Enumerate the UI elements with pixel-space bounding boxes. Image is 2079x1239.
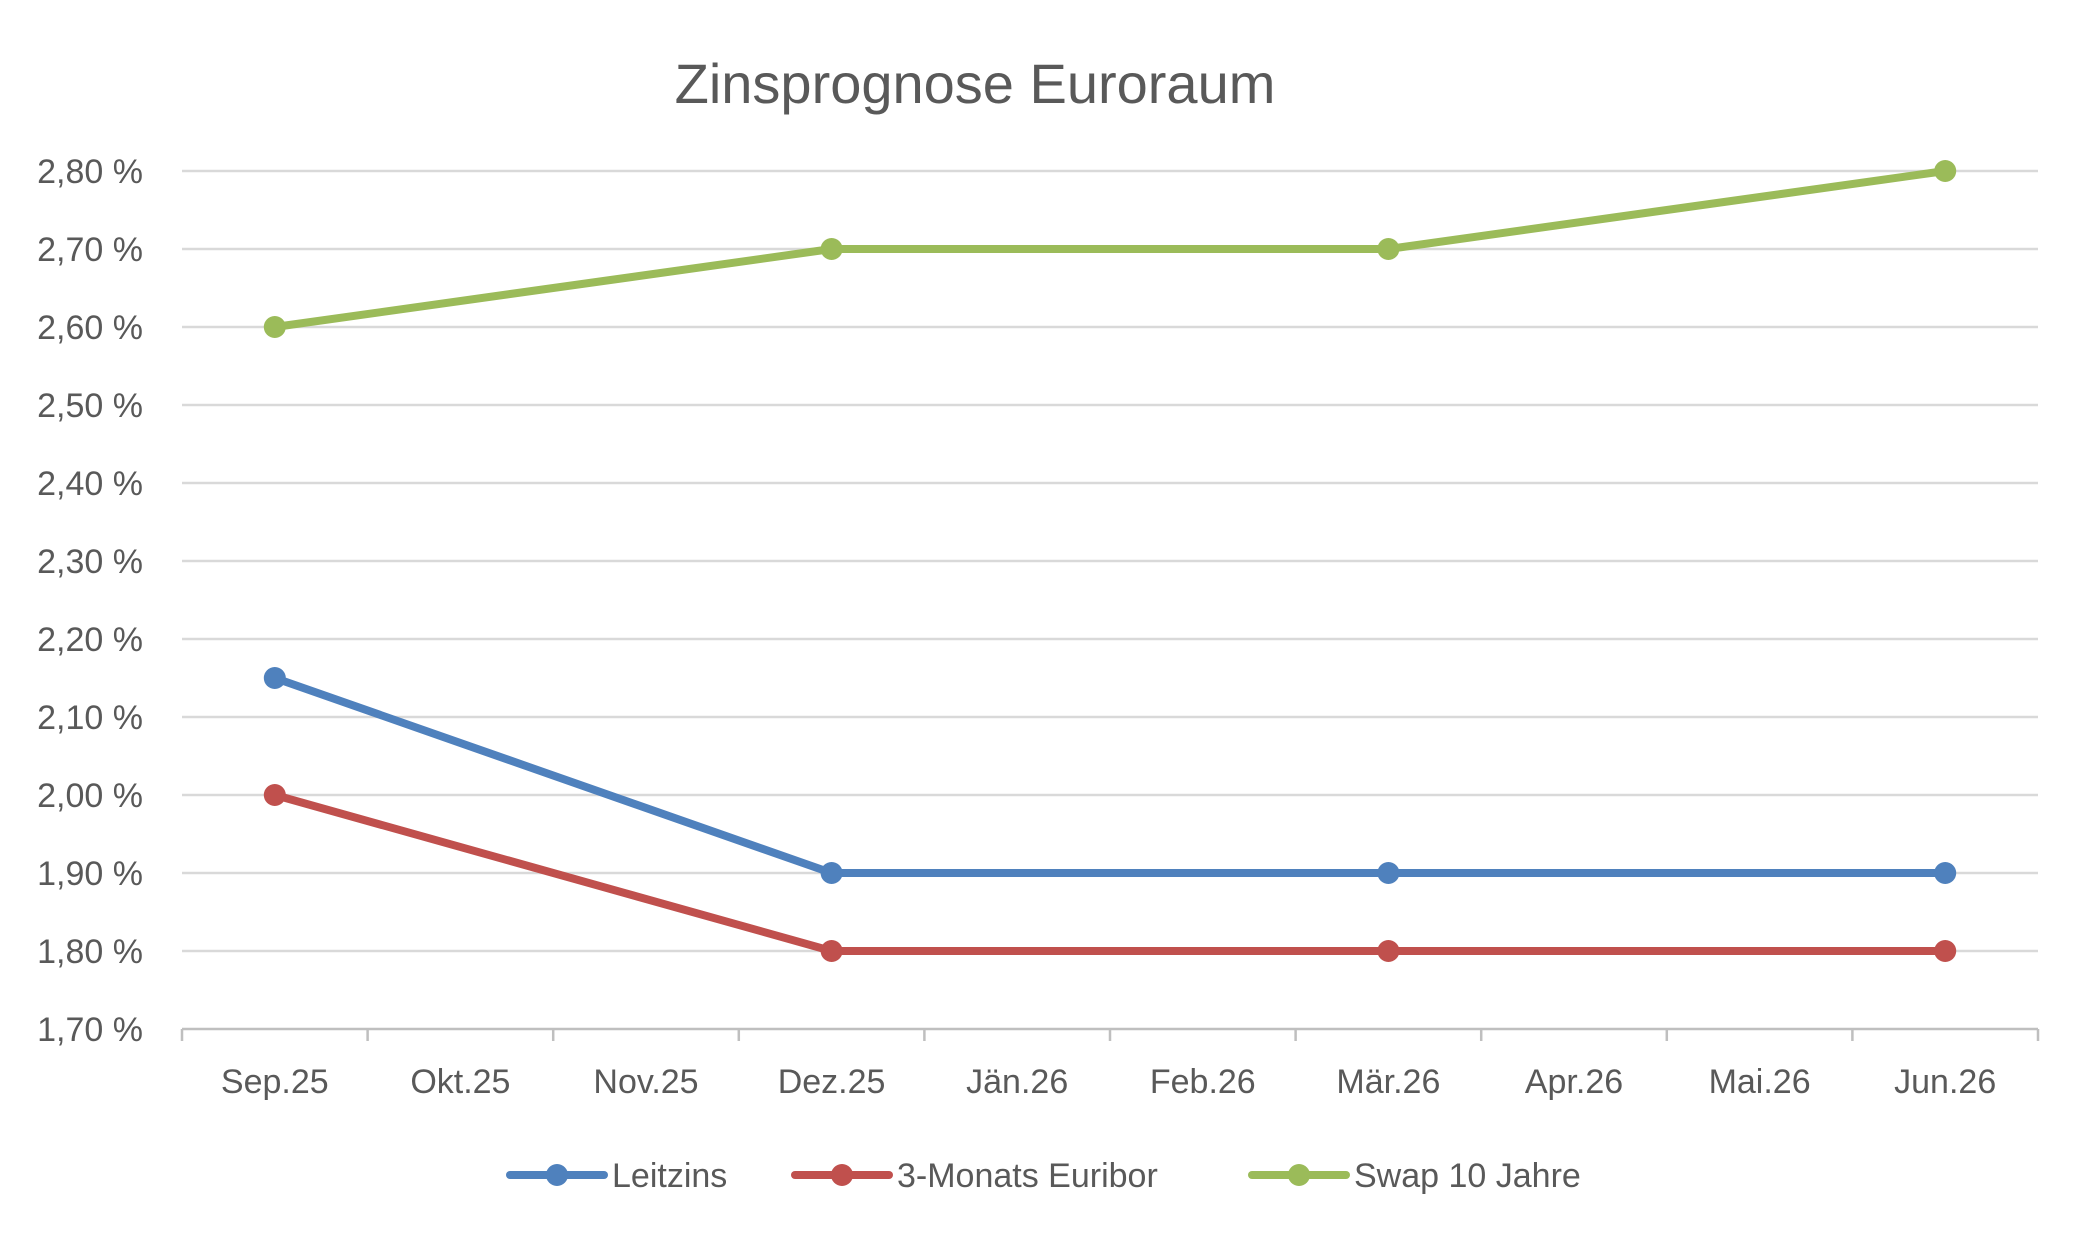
series-line [270,167,1950,331]
y-tick-label: 1,80 % [37,933,143,971]
data-point [820,862,843,884]
data-point [820,940,843,962]
data-point [263,316,286,338]
data-point [263,784,286,806]
y-axis-ticks: 1,70 % 1,80 % 1,90 % 2,00 % 2,10 % 2,20 % 2,30… [37,153,143,1049]
data-point [1377,862,1400,884]
legend-label: Leitzins [612,1157,727,1195]
axes [180,1027,2040,1041]
legend-label: Swap 10 Jahre [1354,1157,1581,1195]
x-tick-label: Mär.26 [1336,1063,1440,1101]
x-tick-label: Jän.26 [966,1063,1068,1101]
y-tick-label: 1,70 % [37,1011,143,1049]
y-tick-label: 2,80 % [37,153,143,191]
data-point [1934,940,1957,962]
y-tick-label: 2,60 % [37,309,143,347]
y-tick-label: 2,10 % [37,699,143,737]
legend-item: Leitzins [506,1157,727,1195]
legend-swatch-marker [1288,1164,1310,1186]
data-point [263,667,286,689]
series-line [270,674,1950,877]
x-axis-ticks: Sep.25 Okt.25 Nov.25 Dez.25 Jän.26 Feb.26 Mär.… [221,1063,1996,1101]
series-0 [263,667,1957,884]
series-group [263,160,1957,962]
legend: Leitzins 3-Monats Euribor Swap 10 Jahre [506,1157,1581,1195]
x-tick-label: Okt.25 [410,1063,510,1101]
x-tick-label: Sep.25 [221,1063,329,1101]
series-2 [263,160,1957,338]
data-point [1934,160,1957,182]
x-tick-label: Nov.25 [593,1063,698,1101]
data-point [1934,862,1957,884]
data-point [820,238,843,260]
x-tick-label: Feb.26 [1150,1063,1256,1101]
x-tick-label: Mai.26 [1709,1063,1811,1101]
y-tick-label: 2,50 % [37,387,143,425]
y-tick-label: 2,40 % [37,465,143,503]
legend-swatch-marker [831,1164,853,1186]
series-1 [263,784,1957,962]
y-tick-label: 1,90 % [37,855,143,893]
gridlines [182,169,2038,953]
y-tick-label: 2,00 % [37,777,143,815]
x-tick-label: Apr.26 [1525,1063,1623,1101]
y-tick-label: 2,70 % [37,231,143,269]
x-tick-label: Dez.25 [778,1063,886,1101]
legend-label: 3-Monats Euribor [897,1157,1158,1195]
legend-swatch-marker [546,1164,568,1186]
series-line [270,791,1950,955]
y-tick-label: 2,30 % [37,543,143,581]
y-tick-label: 2,20 % [37,621,143,659]
data-point [1377,940,1400,962]
legend-item: 3-Monats Euribor [791,1157,1158,1195]
legend-item: Swap 10 Jahre [1248,1157,1581,1195]
chart-title: Zinsprognose Euroraum [675,52,1276,115]
x-tick-label: Jun.26 [1894,1063,1996,1101]
data-point [1377,238,1400,260]
